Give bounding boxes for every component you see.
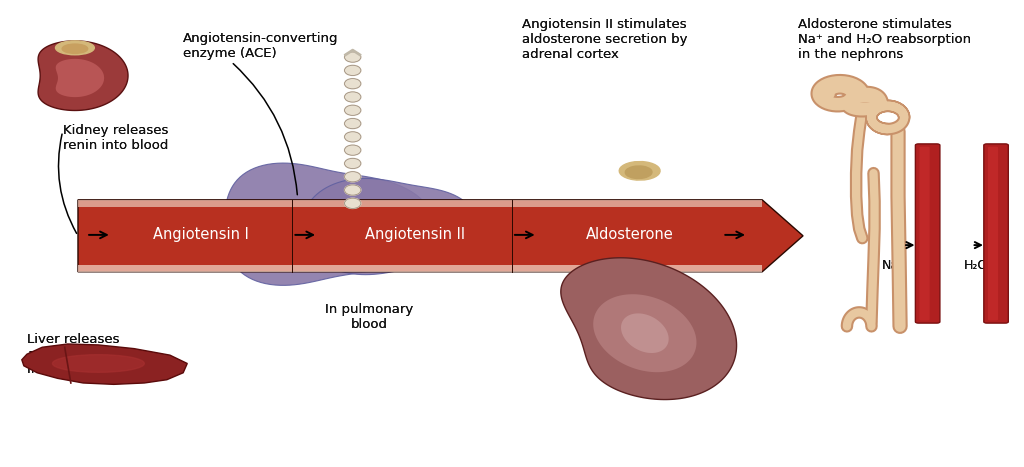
Text: Kidney releases
renin into blood: Kidney releases renin into blood bbox=[62, 124, 168, 152]
Text: Aldosterone stimulates
Na⁺ and H₂O reabsorption
in the nephrons: Aldosterone stimulates Na⁺ and H₂O reabs… bbox=[798, 18, 971, 61]
Ellipse shape bbox=[344, 105, 360, 115]
Polygon shape bbox=[38, 41, 128, 111]
Polygon shape bbox=[621, 313, 669, 353]
Text: Liver releases
angiotensinogen
into blood: Liver releases angiotensinogen into bloo… bbox=[27, 333, 138, 376]
Polygon shape bbox=[78, 200, 803, 272]
Text: Kidney releases
renin into blood: Kidney releases renin into blood bbox=[62, 124, 168, 152]
Ellipse shape bbox=[62, 44, 88, 53]
Polygon shape bbox=[224, 163, 433, 285]
Ellipse shape bbox=[620, 162, 660, 180]
Ellipse shape bbox=[344, 132, 360, 142]
Ellipse shape bbox=[344, 78, 360, 89]
Text: Aldosterone stimulates
Na⁺ and H₂O reabsorption
in the nephrons: Aldosterone stimulates Na⁺ and H₂O reabs… bbox=[798, 18, 971, 61]
Polygon shape bbox=[78, 200, 762, 207]
FancyBboxPatch shape bbox=[915, 144, 940, 323]
Text: Aldosterone: Aldosterone bbox=[586, 227, 674, 242]
Text: Angiotensin I: Angiotensin I bbox=[153, 227, 249, 242]
Polygon shape bbox=[78, 265, 762, 272]
Text: In pulmonary
blood: In pulmonary blood bbox=[325, 303, 413, 331]
Polygon shape bbox=[561, 258, 736, 400]
Ellipse shape bbox=[344, 92, 360, 102]
FancyBboxPatch shape bbox=[920, 147, 930, 320]
Text: Angiotensin II: Angiotensin II bbox=[365, 227, 465, 242]
Polygon shape bbox=[55, 59, 104, 97]
Ellipse shape bbox=[344, 65, 360, 76]
Text: Na⁺: Na⁺ bbox=[882, 259, 905, 272]
Ellipse shape bbox=[344, 145, 360, 155]
Ellipse shape bbox=[55, 41, 94, 55]
Polygon shape bbox=[22, 344, 187, 384]
Polygon shape bbox=[302, 178, 477, 275]
Text: Angiotensin-converting
enzyme (ACE): Angiotensin-converting enzyme (ACE) bbox=[183, 32, 339, 60]
Text: Angiotensin II stimulates
aldosterone secretion by
adrenal cortex: Angiotensin II stimulates aldosterone se… bbox=[522, 18, 688, 61]
Ellipse shape bbox=[344, 52, 360, 62]
Text: Liver releases
angiotensinogen
into blood: Liver releases angiotensinogen into bloo… bbox=[27, 333, 138, 376]
Text: H₂O: H₂O bbox=[964, 259, 987, 272]
Ellipse shape bbox=[52, 354, 144, 372]
Ellipse shape bbox=[626, 166, 652, 178]
Text: H₂O: H₂O bbox=[964, 259, 987, 272]
Ellipse shape bbox=[344, 198, 360, 208]
Text: In pulmonary
blood: In pulmonary blood bbox=[325, 303, 413, 331]
Ellipse shape bbox=[344, 158, 360, 169]
Ellipse shape bbox=[344, 172, 360, 182]
Text: Angiotensin-converting
enzyme (ACE): Angiotensin-converting enzyme (ACE) bbox=[183, 32, 339, 60]
FancyBboxPatch shape bbox=[988, 147, 998, 320]
Ellipse shape bbox=[344, 119, 360, 129]
Text: Angiotensin II stimulates
aldosterone secretion by
adrenal cortex: Angiotensin II stimulates aldosterone se… bbox=[522, 18, 688, 61]
Ellipse shape bbox=[344, 185, 360, 195]
Text: Na⁺: Na⁺ bbox=[882, 259, 905, 272]
FancyBboxPatch shape bbox=[984, 144, 1009, 323]
Polygon shape bbox=[593, 294, 696, 372]
